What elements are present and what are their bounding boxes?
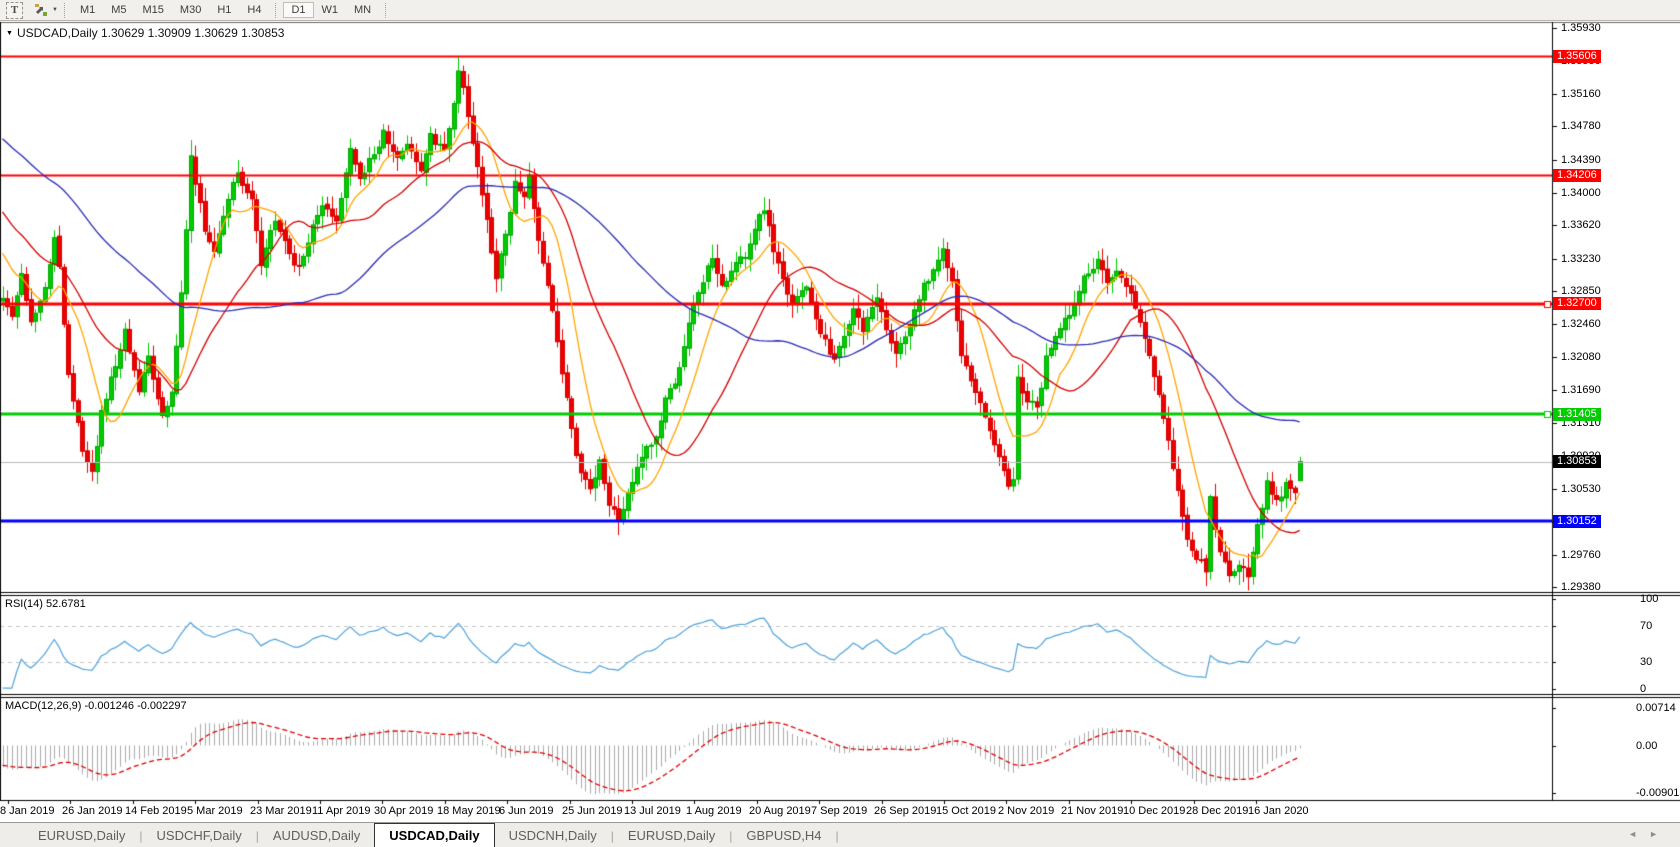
chart-tab-USDCHF-Daily[interactable]: USDCHF,Daily — [156, 828, 242, 843]
macd-name: MACD(12,26,9) — [5, 700, 82, 712]
date-label: 26 Jan 2019 — [62, 805, 123, 817]
price-tick-label: 1.32080 — [1561, 351, 1601, 363]
text-tool-button[interactable]: T — [6, 1, 23, 19]
date-label: 23 Mar 2019 — [250, 805, 312, 817]
arrows-icon — [35, 4, 47, 16]
chevron-down-icon: ▼ — [52, 7, 58, 13]
toolbar-separator — [385, 2, 387, 18]
toolbar-separator — [275, 2, 277, 18]
timeframe-button-M15[interactable]: M15 — [142, 4, 164, 16]
price-tick-label: 1.33230 — [1561, 253, 1601, 265]
date-label: 13 Jul 2019 — [624, 805, 681, 817]
date-label: 16 Jan 2020 — [1248, 805, 1309, 817]
price-tick-label: 1.32850 — [1561, 285, 1601, 297]
timeframe-button-M1[interactable]: M1 — [79, 4, 96, 16]
chevron-down-icon: ▼ — [6, 30, 13, 37]
price-badge: 1.31405 — [1553, 408, 1601, 421]
chart-ohlc-values: 1.30629 1.30909 1.30629 1.30853 — [100, 26, 285, 40]
date-label: 15 Oct 2019 — [936, 805, 996, 817]
text-tool-icon: T — [6, 1, 23, 19]
price-tick-label: 1.34780 — [1561, 120, 1601, 132]
price-badge: 1.35606 — [1553, 50, 1601, 63]
macd-axis-label: 0.00 — [1636, 740, 1658, 752]
date-label: 25 Jun 2019 — [562, 805, 623, 817]
current-price-badge: 1.30853 — [1553, 455, 1601, 468]
price-tick-label: 1.33620 — [1561, 219, 1601, 231]
chart-tab-GBPUSD-H4[interactable]: GBPUSD,H4 — [746, 828, 822, 843]
timeframe-button-M30[interactable]: M30 — [179, 4, 202, 16]
price-tick-label: 1.31690 — [1561, 384, 1601, 396]
date-label: 28 Dec 2019 — [1186, 805, 1249, 817]
tab-separator: | — [255, 828, 259, 843]
chart-tab-USDCAD-Daily[interactable]: USDCAD,Daily — [374, 823, 495, 847]
rsi-axis-label: 30 — [1640, 656, 1653, 668]
rsi-axis-label: 100 — [1640, 593, 1659, 605]
timeframe-button-MN[interactable]: MN — [354, 4, 372, 16]
macd-values: -0.001246 -0.002297 — [84, 700, 187, 712]
date-label: 5 Mar 2019 — [187, 805, 243, 817]
date-label: 14 Feb 2019 — [125, 805, 187, 817]
chart-tab-EURUSD-Daily[interactable]: EURUSD,Daily — [38, 828, 126, 843]
tab-scroll-right-icon[interactable]: ► — [1649, 829, 1670, 839]
tab-separator: | — [610, 828, 614, 843]
tab-separator: | — [729, 828, 733, 843]
date-label: 20 Aug 2019 — [749, 805, 811, 817]
date-label: 26 Sep 2019 — [874, 805, 937, 817]
date-label: 30 Apr 2019 — [374, 805, 434, 817]
date-label: 8 Jan 2019 — [0, 805, 55, 817]
timeframe-button-M5[interactable]: M5 — [111, 4, 127, 16]
price-tick-label: 1.29760 — [1561, 549, 1601, 561]
date-label: 18 May 2019 — [437, 805, 501, 817]
timeframe-group: M1 M5 M15 M30 H1 H4 D1 W1 MN — [72, 2, 379, 18]
price-tick-label: 1.35930 — [1561, 22, 1601, 34]
macd-axis-label: 0.00714 — [1636, 702, 1676, 714]
price-tick-label: 1.34390 — [1561, 154, 1601, 166]
rsi-indicator-label: RSI(14) 52.6781 — [5, 598, 86, 610]
rsi-axis-label: 70 — [1640, 620, 1653, 632]
chart-tab-bar: EURUSD,Daily | USDCHF,Daily | AUDUSD,Daily US… — [0, 822, 1680, 847]
macd-indicator-label: MACD(12,26,9) -0.001246 -0.002297 — [5, 700, 187, 712]
price-tick-label: 1.35160 — [1561, 88, 1601, 100]
date-label: 1 Aug 2019 — [686, 805, 742, 817]
price-badge: 1.32700 — [1553, 297, 1601, 310]
date-label: 6 Jun 2019 — [499, 805, 554, 817]
tab-separator: | — [139, 828, 143, 843]
chart-title: ▼ USDCAD,Daily 1.30629 1.30909 1.30629 1.… — [6, 26, 284, 40]
price-badge: 1.30152 — [1553, 515, 1601, 528]
rsi-value: 52.6781 — [45, 598, 86, 610]
tab-scroll-left-icon[interactable]: ◄ — [1628, 829, 1650, 839]
timeframe-button-H1[interactable]: H1 — [217, 4, 232, 16]
timeframe-button-H4[interactable]: H4 — [247, 4, 262, 16]
toolbar: T ▼ M1 M5 M15 M30 H1 H4 D1 W1 MN — [0, 0, 1680, 21]
price-tick-label: 1.34000 — [1561, 187, 1601, 199]
arrows-tool-button[interactable]: ▼ — [33, 2, 58, 18]
chart-tab-USDCNH-Daily[interactable]: USDCNH,Daily — [508, 828, 597, 843]
price-tick-label: 1.30530 — [1561, 483, 1601, 495]
date-label: 21 Nov 2019 — [1061, 805, 1124, 817]
timeframe-button-W1[interactable]: W1 — [321, 4, 339, 16]
rsi-name: RSI(14) — [5, 598, 43, 610]
macd-axis-label: -0.0090150 — [1636, 787, 1680, 799]
date-label: 7 Sep 2019 — [811, 805, 868, 817]
chart-tab-EURUSD-Daily[interactable]: EURUSD,Daily — [627, 828, 716, 843]
price-badge: 1.34206 — [1553, 169, 1601, 182]
tab-scroll-arrows: ◄► — [1628, 829, 1670, 839]
timeframe-button-D1[interactable]: D1 — [283, 2, 314, 18]
price-tick-label: 1.29380 — [1561, 581, 1601, 593]
date-label: 11 Apr 2019 — [312, 805, 371, 817]
chart-tab-AUDUSD-Daily[interactable]: AUDUSD,Daily — [272, 828, 361, 843]
chart-symbol-label: USDCAD,Daily — [16, 26, 98, 40]
rsi-axis-label: 0 — [1640, 683, 1647, 695]
toolbar-separator — [63, 2, 66, 18]
date-label: 10 Dec 2019 — [1123, 805, 1186, 817]
tabbar-padding — [0, 823, 24, 847]
date-label: 2 Nov 2019 — [998, 805, 1055, 817]
tab-separator: | — [835, 828, 839, 843]
price-tick-label: 1.32460 — [1561, 318, 1601, 330]
